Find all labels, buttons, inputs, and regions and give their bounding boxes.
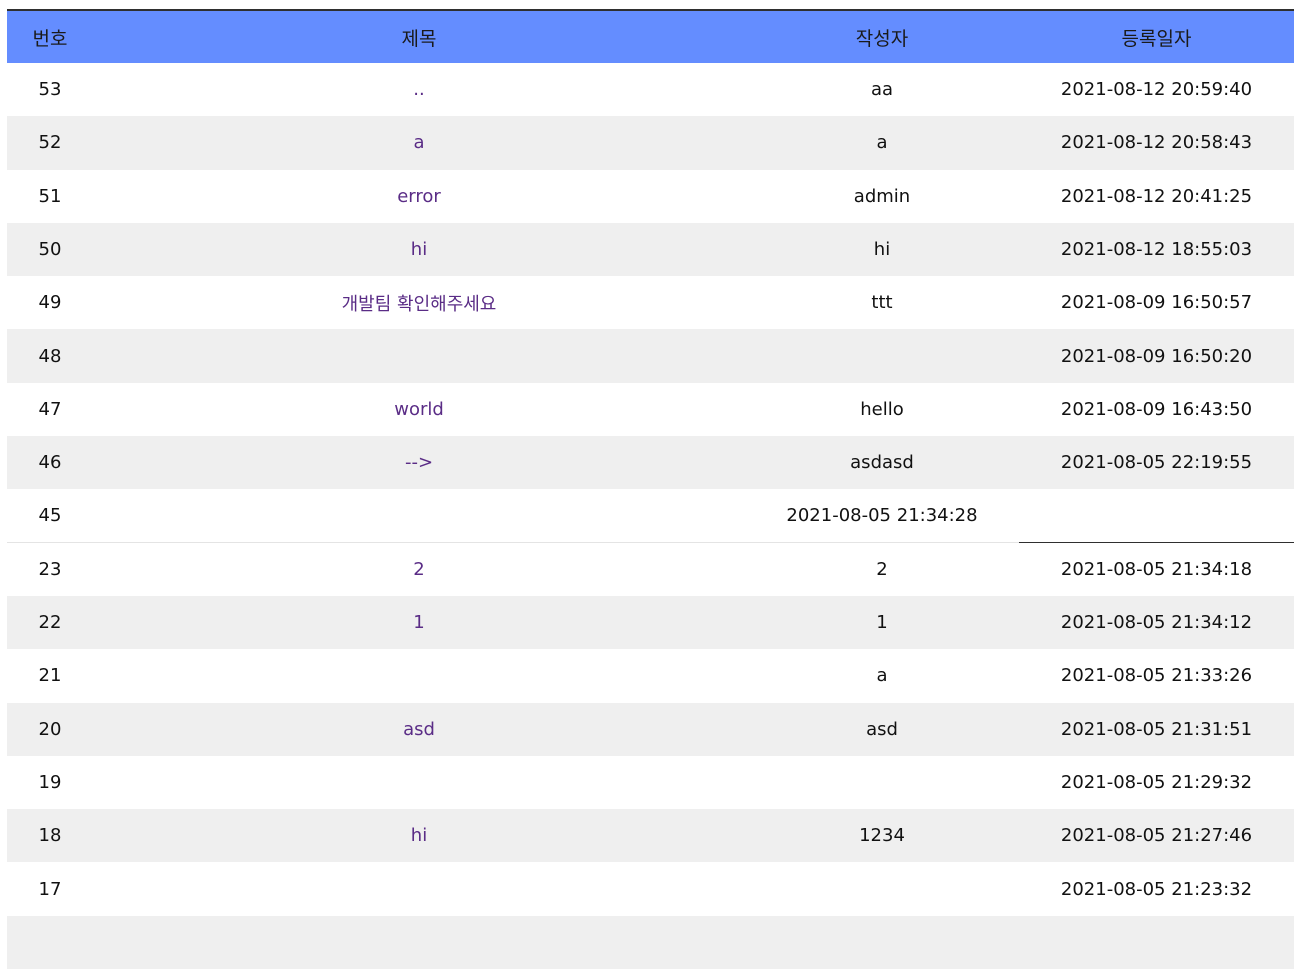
row-author [745,862,1019,915]
post-title-link[interactable] [93,489,745,541]
post-title-link[interactable]: .. [413,79,425,101]
row-number: 49 [38,292,62,314]
table-row: 49 개발팀 확인해주세요 ttt 2021-08-09 16:50:57 [7,276,1294,329]
post-title-link[interactable] [93,329,745,382]
row-number: 50 [38,239,62,261]
table-row: 46 --> asdasd 2021-08-05 22:19:55 [7,436,1294,490]
table-row: 51 error admin 2021-08-12 20:41:25 [7,170,1294,223]
table-top-border [7,9,1294,11]
row-author [745,916,1019,969]
row-number: 52 [38,132,62,154]
row-date [1019,489,1294,541]
post-title-link[interactable] [93,862,745,915]
table-row: 22 1 1 2021-08-05 21:34:12 [7,595,1294,650]
row-author: asdasd [850,452,914,474]
post-title-link[interactable]: asd [403,718,435,740]
row-author: hello [860,398,904,420]
row-date: 2021-08-12 20:41:25 [1060,185,1253,207]
post-title-link[interactable]: hi [410,239,428,261]
table-row: 45 2021-08-05 21:34:28 [7,489,1294,543]
row-number: 21 [38,665,62,687]
post-title-link[interactable]: 1 [413,612,425,634]
row-number: 18 [38,825,62,847]
row-date: 2021-08-12 20:59:40 [1060,79,1253,101]
row-author: asd [866,718,898,740]
row-number: 47 [38,398,62,420]
post-title-link[interactable]: --> [404,452,434,474]
row-number: 19 [38,772,62,793]
row-date: 2021-08-05 21:34:18 [1060,558,1253,580]
row-author: a [876,665,888,687]
table-row: 50 hi hi 2021-08-12 18:55:03 [7,222,1294,277]
table-row: 52 a a 2021-08-12 20:58:43 [7,116,1294,170]
row-number: 45 [38,505,62,527]
table-row: 18 hi 1234 2021-08-05 21:27:46 [7,809,1294,863]
row-author: aa [870,79,894,101]
row-date: 2021-08-05 21:27:46 [1060,825,1253,847]
row-date: 2021-08-05 21:34:12 [1060,612,1253,634]
cell-border-line [1019,541,1294,543]
row-date: 2021-08-05 21:33:26 [1060,665,1253,687]
row-author: a [876,132,888,154]
row-number: 23 [38,558,62,580]
table-row: 19 2021-08-05 21:29:32 [7,756,1294,809]
row-date: 2021-08-12 18:55:03 [1060,239,1253,261]
table-row: 20 asd asd 2021-08-05 21:31:51 [7,702,1294,756]
row-number: 20 [38,718,62,740]
row-date [1019,916,1294,969]
post-title-link[interactable] [93,916,745,969]
header-author: 작성자 [855,27,909,50]
row-author: ttt [871,292,893,314]
row-author: 1234 [859,825,905,847]
post-title-link[interactable]: 2 [413,558,425,580]
post-title-link[interactable]: error [397,185,441,207]
table-row: 47 world hello 2021-08-09 16:43:50 [7,383,1294,436]
row-date: 2021-08-05 21:23:32 [1060,878,1253,900]
row-number: 48 [38,345,62,367]
post-title-link[interactable]: hi [410,825,428,847]
row-number: 17 [38,878,62,900]
row-number [7,916,93,969]
header-date: 등록일자 [1121,27,1192,50]
row-author [745,756,1019,809]
table-row: 21 a 2021-08-05 21:33:26 [7,649,1294,702]
row-number: 22 [38,612,62,634]
row-date: 2021-08-09 16:50:20 [1060,345,1253,367]
row-number: 46 [38,452,62,474]
row-author [745,329,1019,382]
row-number: 51 [38,185,62,207]
table-row [7,915,1294,969]
post-title-link[interactable]: world [394,398,444,420]
row-author: hi [873,239,891,261]
row-author: 2021-08-05 21:34:28 [786,505,978,527]
post-title-link[interactable] [93,756,745,809]
board-table: 번호 제목 작성자 등록일자 53 .. aa 2021-08-12 20:59… [7,9,1294,969]
post-title-link[interactable] [93,649,745,702]
row-author: 2 [876,558,888,580]
row-date: 2021-08-05 22:19:55 [1060,452,1253,474]
post-title-link[interactable]: a [413,132,425,154]
row-date: 2021-08-05 21:31:51 [1060,718,1253,740]
row-date: 2021-08-12 20:58:43 [1060,132,1253,154]
header-number: 번호 [32,27,68,50]
header-title: 제목 [401,27,437,50]
row-author: admin [853,185,911,207]
row-number: 53 [38,79,62,101]
row-date: 2021-08-09 16:50:57 [1060,292,1253,314]
table-row: 53 .. aa 2021-08-12 20:59:40 [7,63,1294,116]
row-date: 2021-08-05 21:29:32 [1060,772,1253,793]
table-row: 17 2021-08-05 21:23:32 [7,862,1294,915]
table-row: 48 2021-08-09 16:50:20 [7,329,1294,383]
row-author: 1 [876,612,888,634]
table-row: 23 2 2 2021-08-05 21:34:18 [7,543,1294,596]
post-title-link[interactable]: 개발팀 확인해주세요 [341,293,497,315]
row-date: 2021-08-09 16:43:50 [1060,398,1253,420]
table-header: 번호 제목 작성자 등록일자 [7,11,1294,63]
